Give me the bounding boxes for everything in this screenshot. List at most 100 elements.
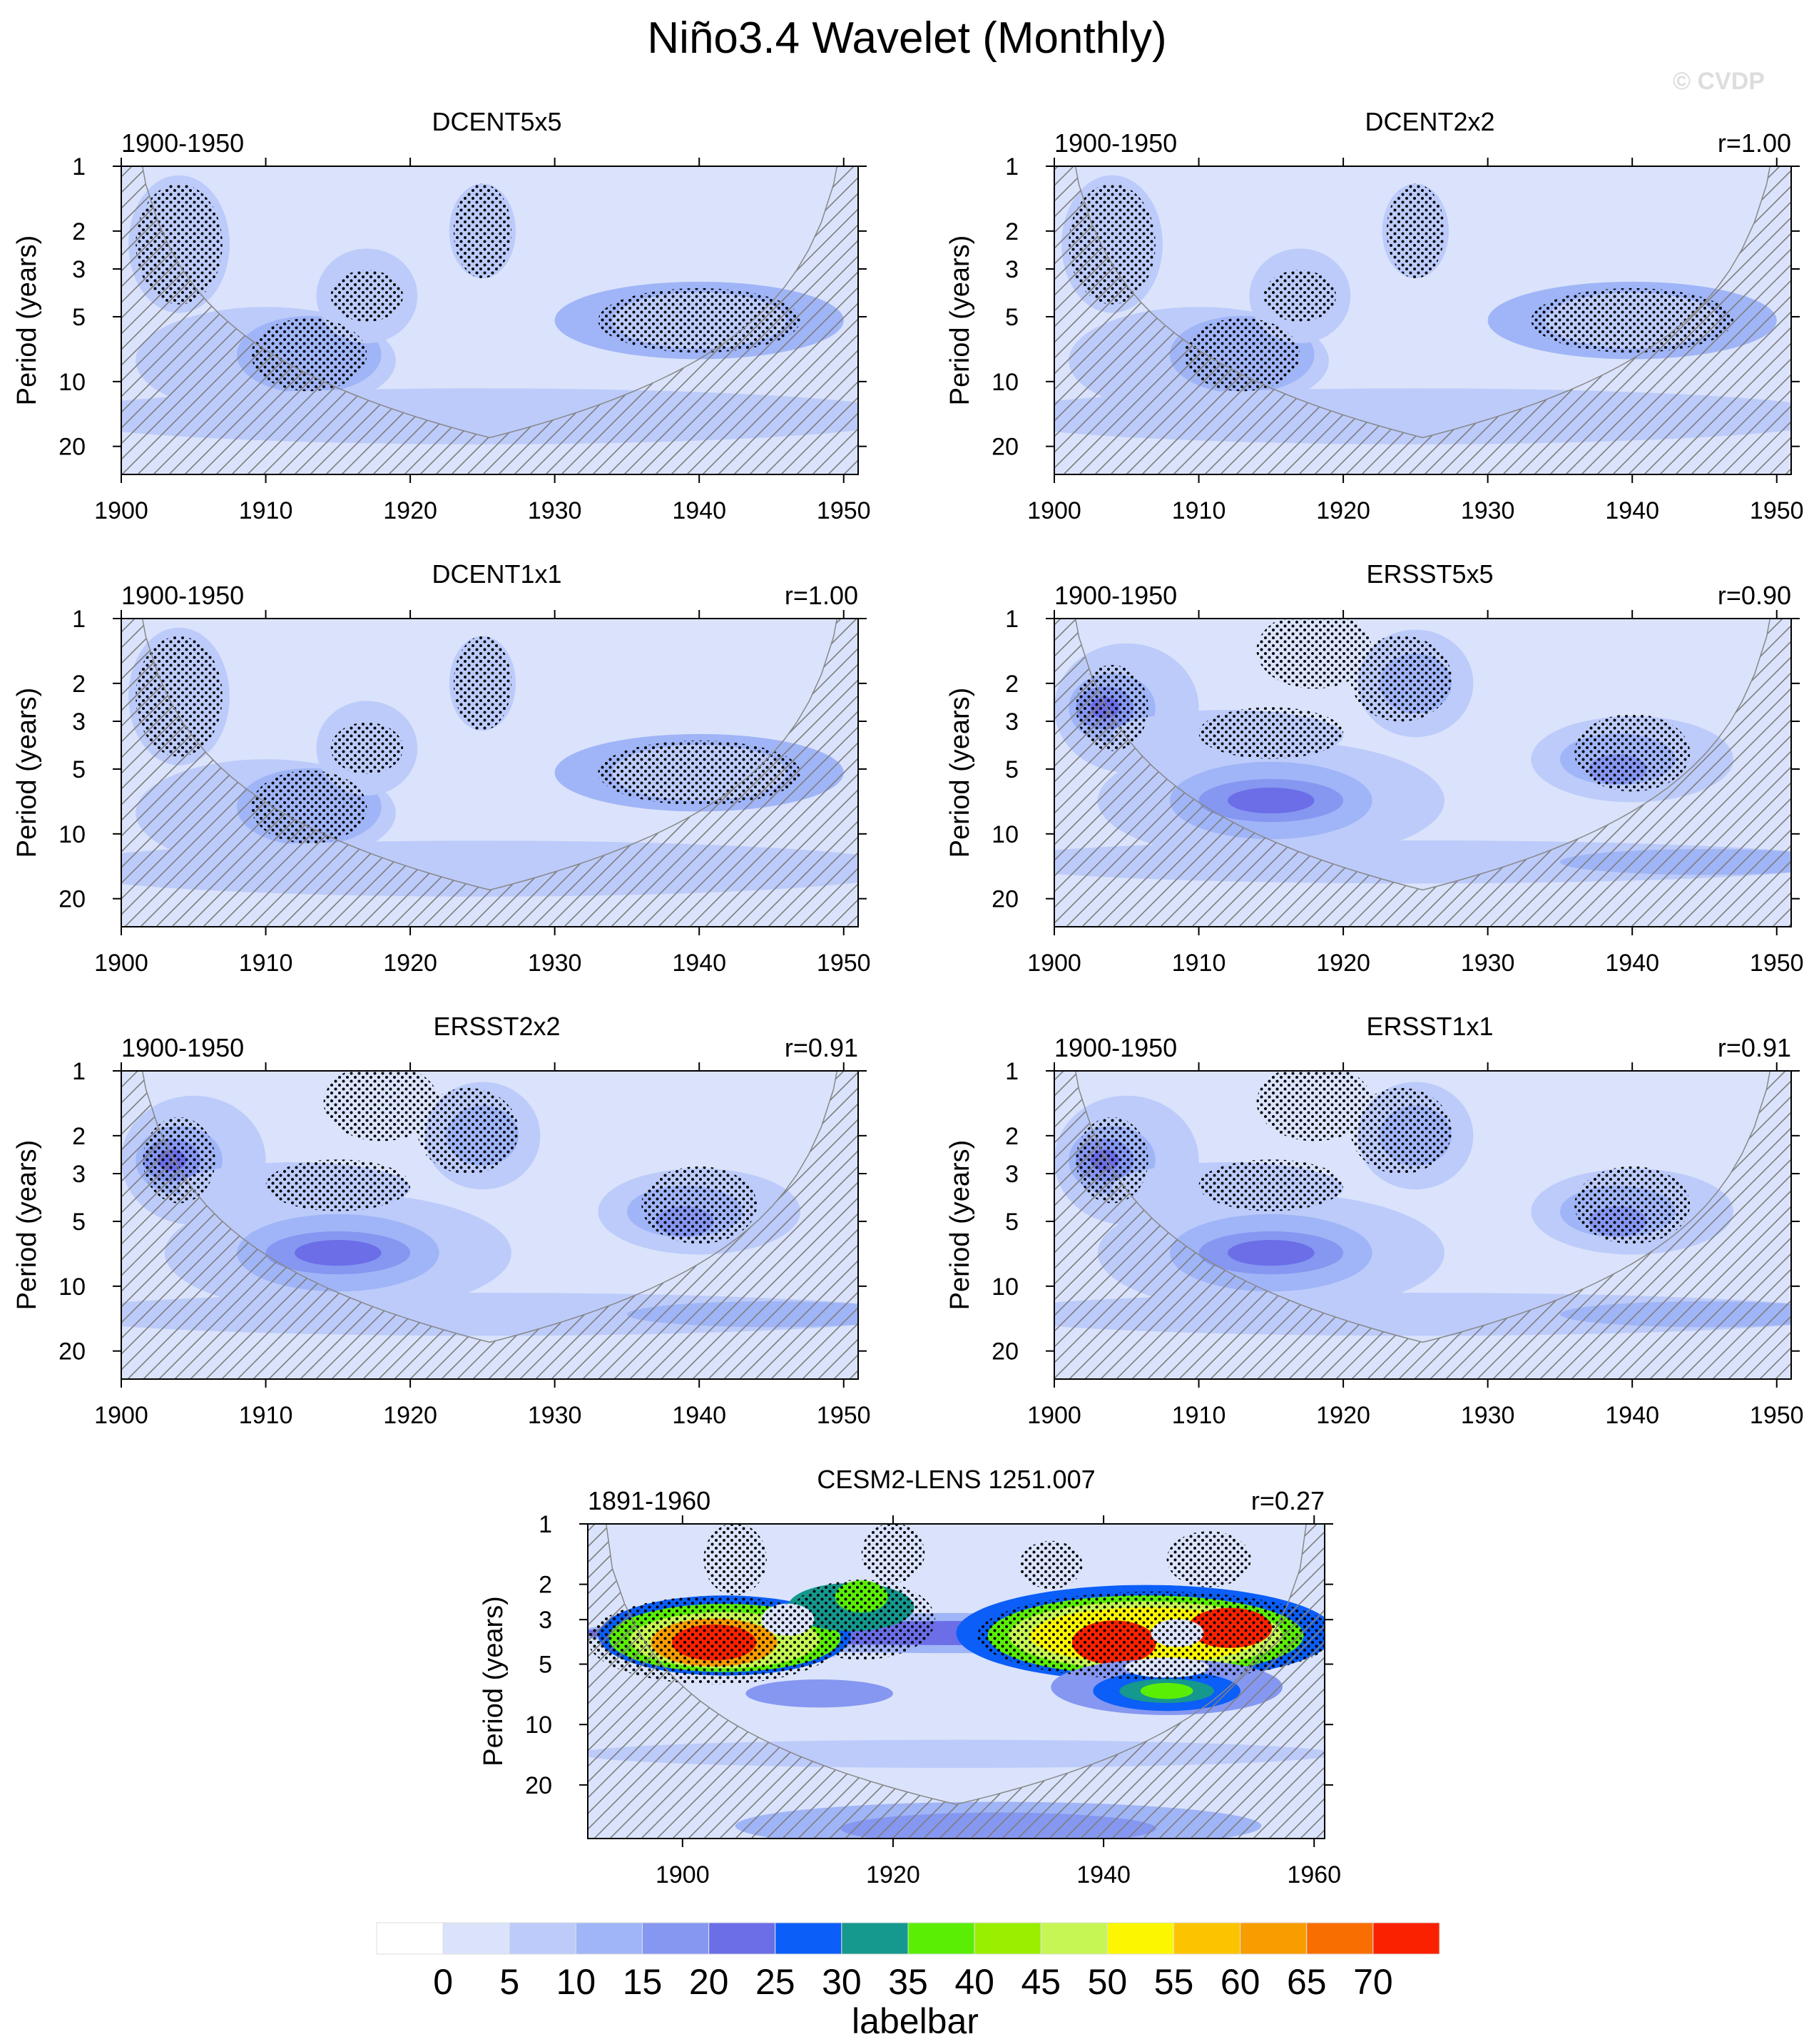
colorbar-label: 35	[888, 1962, 928, 2002]
x-tick-label: 1900	[94, 1402, 148, 1429]
x-tick-label: 1900	[94, 497, 148, 524]
y-tick-label: 10	[58, 821, 86, 848]
cone-of-influence	[121, 1071, 858, 1379]
colorbar-box	[642, 1922, 710, 1955]
y-tick-label: 3	[1005, 1161, 1019, 1188]
y-axis-label: Period (years)	[945, 1140, 975, 1311]
y-tick-label: 2	[72, 218, 86, 245]
panel-title: DCENT2x2	[1365, 107, 1494, 136]
x-tick-label: 1920	[1316, 1402, 1370, 1429]
x-tick-label: 1900	[1027, 1402, 1081, 1429]
cone-of-influence	[121, 166, 858, 474]
x-tick-label: 1960	[1287, 1861, 1341, 1888]
x-tick-label: 1930	[528, 1402, 582, 1429]
y-tick-label: 20	[992, 434, 1019, 461]
y-tick-label: 5	[1005, 304, 1019, 331]
y-tick-label: 1	[72, 606, 86, 633]
cone-of-influence	[121, 619, 858, 927]
x-tick-label: 1910	[1172, 950, 1226, 977]
period-label: 1891-1960	[588, 1486, 710, 1515]
significance-stipple	[788, 1579, 935, 1660]
cone-of-influence	[1054, 619, 1791, 927]
correlation-label: r=0.90	[1718, 581, 1791, 610]
significance-stipple	[1574, 713, 1691, 792]
y-tick-label: 5	[1005, 756, 1019, 783]
significance-stipple	[1386, 183, 1444, 279]
significance-stipple	[1350, 635, 1452, 722]
y-tick-label: 1	[1005, 1058, 1019, 1085]
y-tick-label: 5	[1005, 1209, 1019, 1236]
wavelet-panel-6: 1900 1910 1920 1930 1940 1950 1 2 3 5 10 20 Period (…	[945, 1012, 1804, 1429]
significance-stipple	[453, 183, 511, 279]
panel-title: ERSST5x5	[1366, 559, 1493, 589]
panel-frame	[121, 166, 859, 475]
significance-stipple	[703, 1524, 767, 1596]
y-tick-label: 20	[992, 886, 1019, 913]
y-tick-label: 3	[539, 1607, 552, 1634]
y-tick-label: 10	[525, 1712, 552, 1739]
significance-stipple	[417, 1087, 519, 1174]
significance-stipple	[1256, 619, 1372, 689]
colorbar-label: 15	[623, 1962, 663, 2002]
power-contour	[1228, 787, 1315, 814]
x-tick-label: 1910	[239, 1402, 293, 1429]
y-tick-label: 5	[72, 756, 86, 783]
x-tick-label: 1940	[1076, 1861, 1131, 1888]
x-tick-label: 1950	[817, 950, 871, 977]
x-tick-label: 1930	[1461, 497, 1515, 524]
x-tick-label: 1950	[1750, 950, 1804, 977]
panel-frame	[1054, 166, 1792, 475]
significance-stipple	[1198, 1159, 1344, 1211]
panel-title: CESM2-LENS 1251.007	[817, 1465, 1095, 1494]
significance-stipple	[265, 1159, 411, 1211]
y-tick-label: 1	[1005, 606, 1019, 633]
x-tick-label: 1940	[672, 950, 726, 977]
cone-of-influence	[1054, 166, 1791, 474]
period-label: 1900-1950	[1054, 1033, 1177, 1062]
colorbar-box	[1306, 1922, 1374, 1955]
y-tick-label: 20	[58, 886, 86, 913]
colorbar-box	[1372, 1922, 1440, 1955]
colorbar-box	[509, 1922, 576, 1955]
panel-title: ERSST2x2	[433, 1012, 560, 1041]
y-tick-label: 10	[992, 1273, 1019, 1301]
y-tick-label: 10	[992, 369, 1019, 396]
colorbar-box	[1040, 1922, 1108, 1955]
x-tick-label: 1940	[672, 1402, 726, 1429]
wavelet-panel-5: 1900 1910 1920 1930 1940 1950 1 2 3 5 10 20 Period (…	[12, 1012, 871, 1429]
significance-stipple	[1198, 707, 1344, 759]
x-tick-label: 1940	[1605, 1402, 1659, 1429]
x-tick-label: 1930	[1461, 1402, 1515, 1429]
y-tick-label: 1	[539, 1511, 552, 1538]
x-tick-label: 1940	[1605, 497, 1659, 524]
panel-title: DCENT1x1	[432, 559, 561, 589]
y-tick-label: 10	[992, 821, 1019, 848]
y-tick-label: 2	[1005, 1123, 1019, 1150]
cone-of-influence	[588, 1524, 1325, 1839]
wavelet-panel-4: 1900 1910 1920 1930 1940 1950 1 2 3 5 10 20 Period (…	[945, 559, 1804, 977]
x-tick-label: 1910	[1172, 1402, 1226, 1429]
x-tick-label: 1920	[383, 950, 437, 977]
x-tick-label: 1930	[528, 497, 582, 524]
colorbar-box	[1173, 1922, 1241, 1955]
y-tick-label: 3	[72, 708, 86, 736]
y-axis-label: Period (years)	[12, 1140, 42, 1311]
y-tick-label: 1	[72, 153, 86, 180]
panel-title: ERSST1x1	[1366, 1012, 1493, 1041]
page-title: Niño3.4 Wavelet (Monthly)	[647, 14, 1167, 63]
colorbar-box	[1240, 1922, 1308, 1955]
colorbar-label: 55	[1154, 1962, 1194, 2002]
panel-title: DCENT5x5	[432, 107, 561, 136]
x-tick-label: 1900	[1027, 497, 1081, 524]
x-tick-label: 1910	[239, 497, 293, 524]
colorbar-box	[974, 1922, 1041, 1955]
x-tick-label: 1900	[1027, 950, 1081, 977]
wavelet-panel-1: 1900 1910 1920 1930 1940 1950 1 2 3 5 10 20 Period (…	[12, 107, 871, 524]
y-tick-label: 2	[1005, 671, 1019, 698]
significance-stipple	[861, 1524, 925, 1584]
significance-stipple	[641, 1166, 758, 1244]
colorbar-frame	[376, 1922, 1440, 1955]
x-tick-label: 1920	[1316, 497, 1370, 524]
colorbar-box	[575, 1922, 643, 1955]
colorbar-label: 60	[1221, 1962, 1260, 2002]
